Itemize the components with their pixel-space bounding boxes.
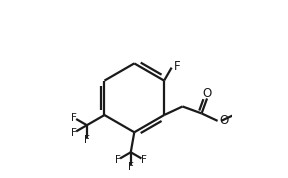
Text: F: F [174,60,180,73]
Text: O: O [220,114,229,127]
Text: F: F [71,128,77,138]
Text: F: F [141,155,147,165]
Text: O: O [202,87,212,100]
Text: F: F [115,155,121,165]
Text: F: F [84,135,90,145]
Text: F: F [71,113,77,123]
Text: F: F [128,162,134,172]
